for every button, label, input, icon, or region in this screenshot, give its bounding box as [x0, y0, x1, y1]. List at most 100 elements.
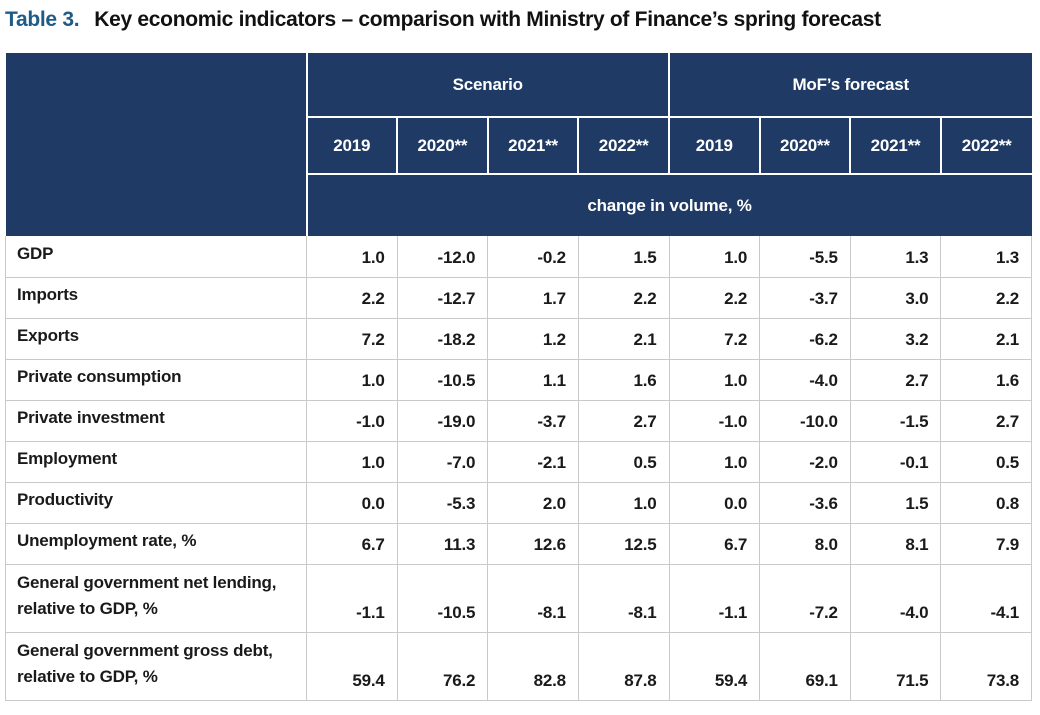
row-label: Private investment [5, 400, 307, 442]
row-label: Exports [5, 318, 307, 360]
value-cell: 2.7 [577, 400, 669, 442]
table-row: General government net lending, relative… [5, 564, 1032, 633]
value-cell: -10.5 [396, 564, 488, 633]
value-cell: -7.0 [396, 441, 488, 483]
row-label: General government net lending, relative… [5, 564, 307, 633]
value-cell: -7.2 [759, 564, 851, 633]
year-header: 2019 [668, 117, 760, 175]
value-cell: -4.0 [759, 359, 851, 401]
table-body: GDP 1.0 -12.0 -0.2 1.5 1.0 -5.5 1.3 1.3 Imports 2.… [5, 236, 1032, 701]
value-cell: -0.1 [849, 441, 941, 483]
value-cell: -4.0 [849, 564, 941, 633]
value-cell: 1.2 [487, 318, 579, 360]
value-cell: -19.0 [396, 400, 488, 442]
value-cell: 73.8 [940, 632, 1032, 701]
value-cell: -12.0 [396, 236, 488, 278]
value-cell: -5.3 [396, 482, 488, 524]
value-cell: 1.5 [849, 482, 941, 524]
value-cell: 59.4 [668, 632, 760, 701]
value-cell: 2.2 [577, 277, 669, 319]
value-cell: 76.2 [396, 632, 488, 701]
row-label: Productivity [5, 482, 307, 524]
unit-header: change in volume, % [305, 174, 1032, 236]
table-row: Private consumption 1.0 -10.5 1.1 1.6 1.0 -4.0… [5, 359, 1032, 401]
group-header-scenario: Scenario [305, 53, 670, 118]
year-header-row: 2019 2020** 2021** 2022** 2019 2020** 20… [6, 117, 1032, 175]
value-cell: 3.2 [849, 318, 941, 360]
value-cell: -2.0 [759, 441, 851, 483]
value-cell: 8.1 [849, 523, 941, 565]
value-cell: -0.2 [487, 236, 579, 278]
value-cell: 7.2 [306, 318, 398, 360]
row-label: Unemployment rate, % [5, 523, 307, 565]
table-title: Table 3. Key economic indicators – compar… [5, 8, 1035, 32]
value-cell: 1.0 [668, 359, 760, 401]
row-label: General government gross debt, relative … [5, 632, 307, 701]
row-label: Private consumption [5, 359, 307, 401]
value-cell: -18.2 [396, 318, 488, 360]
table-row: Productivity 0.0 -5.3 2.0 1.0 0.0 -3.6 1.5 0.8 [5, 482, 1032, 524]
value-cell: 7.9 [940, 523, 1032, 565]
value-cell: -4.1 [940, 564, 1032, 633]
unit-header-row: change in volume, % [6, 174, 1032, 236]
economic-indicators-table: Scenario MoF’s forecast 2019 2020** 2021… [5, 53, 1032, 701]
value-cell: 2.7 [849, 359, 941, 401]
value-cell: 7.2 [668, 318, 760, 360]
table-title-text: Key economic indicators – comparison wit… [94, 8, 881, 31]
value-cell: 11.3 [396, 523, 488, 565]
value-cell: -12.7 [396, 277, 488, 319]
value-cell: 0.8 [940, 482, 1032, 524]
value-cell: 2.2 [668, 277, 760, 319]
value-cell: -8.1 [577, 564, 669, 633]
value-cell: 1.5 [577, 236, 669, 278]
value-cell: 3.0 [849, 277, 941, 319]
table-row: General government gross debt, relative … [5, 632, 1032, 701]
value-cell: -1.0 [668, 400, 760, 442]
value-cell: 1.3 [940, 236, 1032, 278]
value-cell: -3.7 [759, 277, 851, 319]
year-header: 2020** [396, 117, 488, 175]
value-cell: -10.0 [759, 400, 851, 442]
value-cell: 2.0 [487, 482, 579, 524]
table-row: GDP 1.0 -12.0 -0.2 1.5 1.0 -5.5 1.3 1.3 [5, 236, 1032, 278]
table-row: Unemployment rate, % 6.7 11.3 12.6 12.5 6.7 8.… [5, 523, 1032, 565]
year-header: 2022** [577, 117, 669, 175]
value-cell: -6.2 [759, 318, 851, 360]
value-cell: 1.0 [306, 441, 398, 483]
value-cell: -1.1 [668, 564, 760, 633]
value-cell: -2.1 [487, 441, 579, 483]
value-cell: 6.7 [306, 523, 398, 565]
value-cell: 1.0 [577, 482, 669, 524]
table-number-label: Table 3. [5, 8, 80, 31]
value-cell: -3.7 [487, 400, 579, 442]
year-header: 2022** [939, 117, 1032, 175]
table-row: Employment 1.0 -7.0 -2.1 0.5 1.0 -2.0 -0.1 0.5 [5, 441, 1032, 483]
value-cell: 1.6 [940, 359, 1032, 401]
value-cell: 2.7 [940, 400, 1032, 442]
corner-cell [5, 53, 307, 236]
year-header: 2021** [849, 117, 941, 175]
year-header: 2020** [758, 117, 851, 175]
table-row: Imports 2.2 -12.7 1.7 2.2 2.2 -3.7 3.0 2.2 [5, 277, 1032, 319]
value-cell: 1.0 [668, 441, 760, 483]
value-cell: -3.6 [759, 482, 851, 524]
value-cell: -8.1 [487, 564, 579, 633]
group-header-row: Scenario MoF’s forecast [5, 53, 1032, 236]
value-cell: 1.1 [487, 359, 579, 401]
value-cell: 1.0 [668, 236, 760, 278]
value-cell: 1.0 [306, 236, 398, 278]
value-cell: 69.1 [759, 632, 851, 701]
row-label: GDP [5, 236, 307, 278]
row-label: Employment [5, 441, 307, 483]
value-cell: 1.6 [577, 359, 669, 401]
table-header: Scenario MoF’s forecast 2019 2020** 2021… [5, 53, 1032, 236]
year-header: 2019 [305, 117, 398, 175]
value-cell: 1.3 [849, 236, 941, 278]
value-cell: 87.8 [577, 632, 669, 701]
value-cell: -10.5 [396, 359, 488, 401]
value-cell: 82.8 [487, 632, 579, 701]
table-row: Private investment -1.0 -19.0 -3.7 2.7 -1.0 -1… [5, 400, 1032, 442]
value-cell: 12.6 [487, 523, 579, 565]
value-cell: 6.7 [668, 523, 760, 565]
